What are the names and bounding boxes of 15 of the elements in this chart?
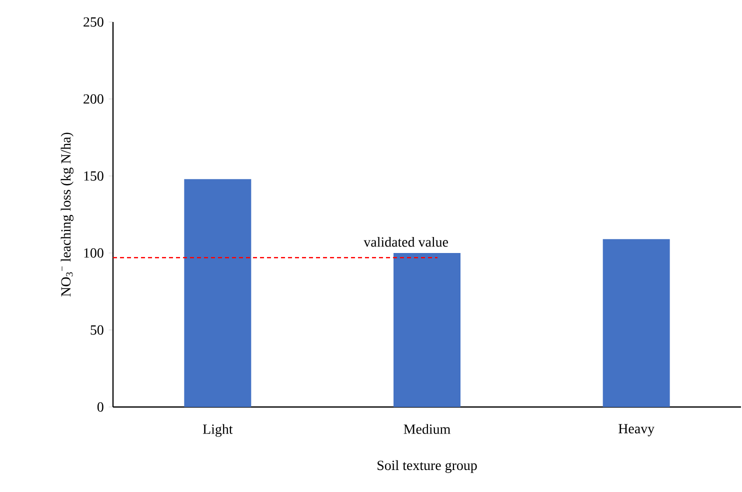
ref-line-label: validated value — [364, 236, 448, 247]
y-tick-label: 100 — [84, 248, 104, 258]
bar — [184, 179, 252, 407]
bar — [394, 252, 460, 407]
x-axis-title: Soil texture group — [378, 460, 477, 473]
y-tick-label: 150 — [84, 171, 104, 181]
y-axis-title: NO$_{3}$$^{−}$ leaching loss (kg N/ha) — [60, 132, 74, 296]
bar — [602, 239, 670, 407]
x-tick-label: Light — [202, 424, 233, 437]
y-tick-label: 50 — [90, 325, 104, 335]
x-tick-label: Medium — [404, 424, 450, 434]
x-tick-label: Heavy — [618, 424, 654, 436]
y-tick-label: 0 — [97, 402, 104, 412]
y-tick-label: 250 — [84, 17, 104, 27]
y-tick-label: 200 — [84, 94, 104, 104]
